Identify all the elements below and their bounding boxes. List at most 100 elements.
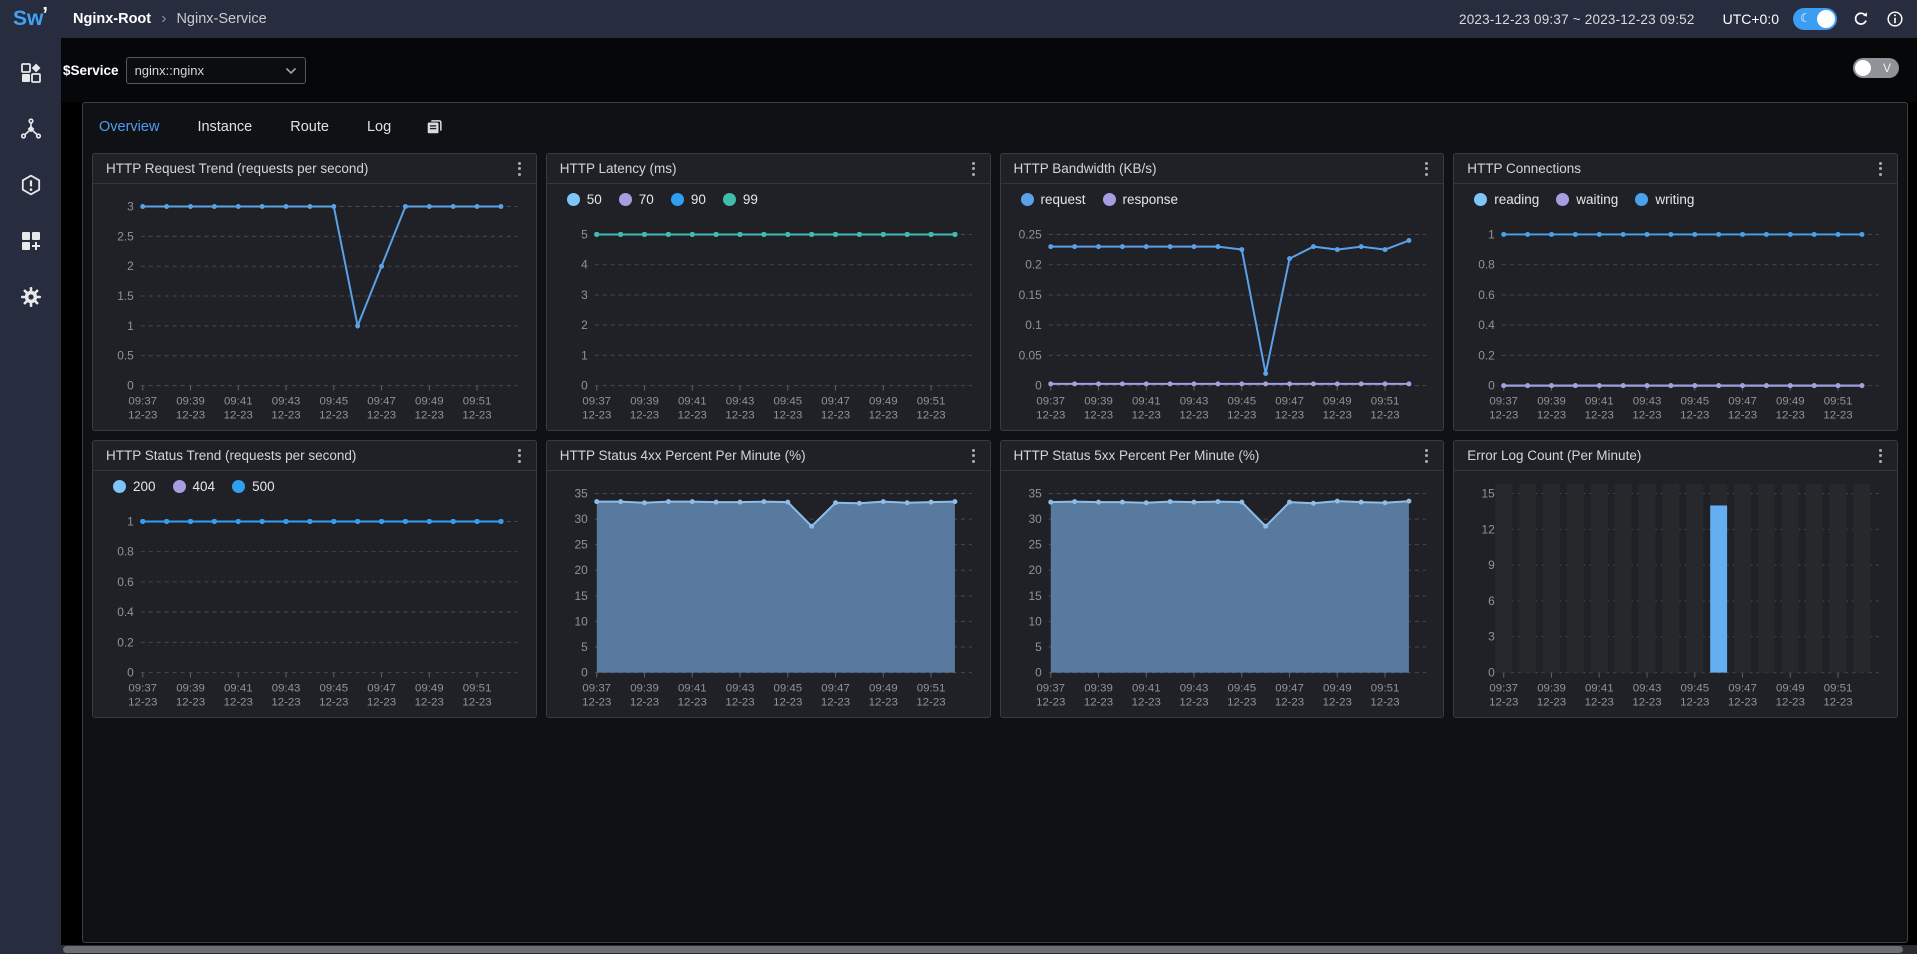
legend-label: 404 — [193, 479, 216, 494]
top-bar: Nginx-Root › Nginx-Service 2023-12-23 09… — [61, 0, 1917, 38]
scrollbar-thumb[interactable] — [63, 946, 1903, 953]
svg-text:09:51: 09:51 — [916, 396, 945, 408]
svg-text:0.8: 0.8 — [1478, 258, 1495, 272]
time-range-picker[interactable]: 2023-12-23 09:37 ~ 2023-12-23 09:52 — [1459, 12, 1695, 27]
tab-list-button[interactable] — [425, 118, 443, 136]
svg-text:09:37: 09:37 — [128, 396, 157, 408]
svg-text:12-23: 12-23 — [916, 696, 945, 708]
kebab-menu-icon[interactable] — [1420, 445, 1433, 467]
kebab-menu-icon[interactable] — [1420, 158, 1433, 180]
svg-text:12-23: 12-23 — [821, 696, 850, 708]
dashboard-panel: OverviewInstanceRouteLog HTTP Request Tr… — [82, 102, 1908, 943]
skywalking-logo[interactable]: Sw’ — [0, 0, 61, 38]
chart-legend: 50 70 90 99 — [547, 186, 990, 212]
kebab-menu-icon[interactable] — [1874, 445, 1887, 467]
chart-legend: request response — [1001, 186, 1444, 212]
legend-item[interactable]: reading — [1474, 192, 1539, 207]
version-toggle[interactable]: V — [1853, 58, 1899, 78]
tab-instance[interactable]: Instance — [197, 119, 252, 135]
legend-item[interactable]: 50 — [567, 192, 602, 207]
svg-text:1: 1 — [581, 348, 588, 362]
svg-text:1: 1 — [127, 319, 134, 333]
legend-item[interactable]: 90 — [671, 192, 706, 207]
dark-mode-toggle[interactable]: ☾ — [1793, 8, 1837, 30]
legend-item[interactable]: waiting — [1556, 192, 1618, 207]
svg-text:09:37: 09:37 — [582, 683, 611, 695]
svg-text:0.2: 0.2 — [1025, 258, 1042, 272]
legend-item[interactable]: 200 — [113, 479, 156, 494]
kebab-menu-icon[interactable] — [513, 445, 526, 467]
svg-text:09:45: 09:45 — [773, 396, 802, 408]
svg-text:12-23: 12-23 — [1776, 696, 1805, 708]
legend-label: 90 — [691, 192, 706, 207]
svg-text:0: 0 — [127, 379, 134, 393]
kebab-menu-icon[interactable] — [967, 445, 980, 467]
breadcrumb-current: Nginx-Service — [176, 11, 266, 27]
tab-route[interactable]: Route — [290, 119, 329, 135]
svg-text:0.4: 0.4 — [1478, 318, 1495, 332]
svg-text:10: 10 — [574, 614, 588, 628]
legend-dot — [1635, 193, 1648, 206]
svg-text:15: 15 — [1028, 589, 1042, 603]
svg-text:09:39: 09:39 — [176, 396, 205, 408]
legend-item[interactable]: response — [1103, 192, 1179, 207]
svg-text:12: 12 — [1482, 522, 1496, 536]
svg-text:12-23: 12-23 — [1585, 410, 1614, 422]
chart-card: HTTP Status Trend (requests per second)2… — [92, 440, 537, 718]
sidebar-item-marketplace[interactable] — [18, 228, 44, 254]
svg-text:09:39: 09:39 — [630, 683, 659, 695]
svg-text:09:41: 09:41 — [1585, 396, 1614, 408]
kebab-menu-icon[interactable] — [513, 158, 526, 180]
svg-text:12-23: 12-23 — [176, 409, 205, 421]
svg-text:12-23: 12-23 — [1824, 696, 1853, 708]
kebab-menu-icon[interactable] — [967, 158, 980, 180]
toggle-knob — [1817, 10, 1835, 28]
svg-text:12-23: 12-23 — [462, 697, 491, 709]
chart-canvas: 00.20.40.60.8109:3712-2309:3912-2309:411… — [1454, 212, 1897, 431]
legend-item[interactable]: 404 — [173, 479, 216, 494]
svg-text:12-23: 12-23 — [1680, 410, 1709, 422]
legend-label: 200 — [133, 479, 156, 494]
kebab-menu-icon[interactable] — [1874, 158, 1887, 180]
legend-label: request — [1041, 192, 1086, 207]
svg-text:12-23: 12-23 — [1370, 410, 1399, 422]
legend-item[interactable]: request — [1021, 192, 1086, 207]
tab-log[interactable]: Log — [367, 119, 391, 135]
sidebar-item-alerting[interactable] — [18, 172, 44, 198]
svg-text:0.8: 0.8 — [117, 545, 134, 559]
svg-text:09:41: 09:41 — [1585, 683, 1614, 695]
svg-text:12-23: 12-23 — [224, 409, 253, 421]
svg-text:09:49: 09:49 — [1322, 396, 1351, 408]
legend-dot — [619, 193, 632, 206]
horizontal-scrollbar[interactable] — [61, 945, 1917, 954]
svg-text:09:49: 09:49 — [869, 683, 898, 695]
legend-item[interactable]: 500 — [232, 479, 275, 494]
sidebar-item-settings[interactable] — [18, 284, 44, 310]
info-icon — [1886, 10, 1904, 28]
info-button[interactable] — [1885, 9, 1905, 29]
tab-overview[interactable]: Overview — [99, 119, 159, 135]
svg-text:09:43: 09:43 — [725, 396, 754, 408]
svg-text:12-23: 12-23 — [415, 697, 444, 709]
refresh-button[interactable] — [1851, 9, 1871, 29]
sidebar-item-dashboard[interactable] — [18, 60, 44, 86]
svg-text:09:47: 09:47 — [821, 683, 850, 695]
svg-text:12-23: 12-23 — [1537, 410, 1566, 422]
svg-text:0: 0 — [581, 666, 588, 680]
svg-text:09:51: 09:51 — [463, 396, 492, 408]
legend-item[interactable]: 99 — [723, 192, 758, 207]
svg-text:5: 5 — [581, 227, 588, 241]
svg-text:09:45: 09:45 — [1227, 396, 1256, 408]
svg-text:09:45: 09:45 — [319, 396, 348, 408]
svg-text:0.25: 0.25 — [1018, 227, 1042, 241]
svg-text:09:41: 09:41 — [678, 396, 707, 408]
svg-text:12-23: 12-23 — [773, 410, 802, 422]
legend-item[interactable]: 70 — [619, 192, 654, 207]
legend-item[interactable]: writing — [1635, 192, 1694, 207]
alerting-icon — [19, 173, 43, 197]
service-select[interactable]: nginx::nginx — [126, 57, 306, 84]
breadcrumb-root[interactable]: Nginx-Root — [73, 11, 151, 27]
svg-text:12-23: 12-23 — [319, 409, 348, 421]
svg-text:12-23: 12-23 — [176, 697, 205, 709]
sidebar-item-topology[interactable] — [18, 116, 44, 142]
